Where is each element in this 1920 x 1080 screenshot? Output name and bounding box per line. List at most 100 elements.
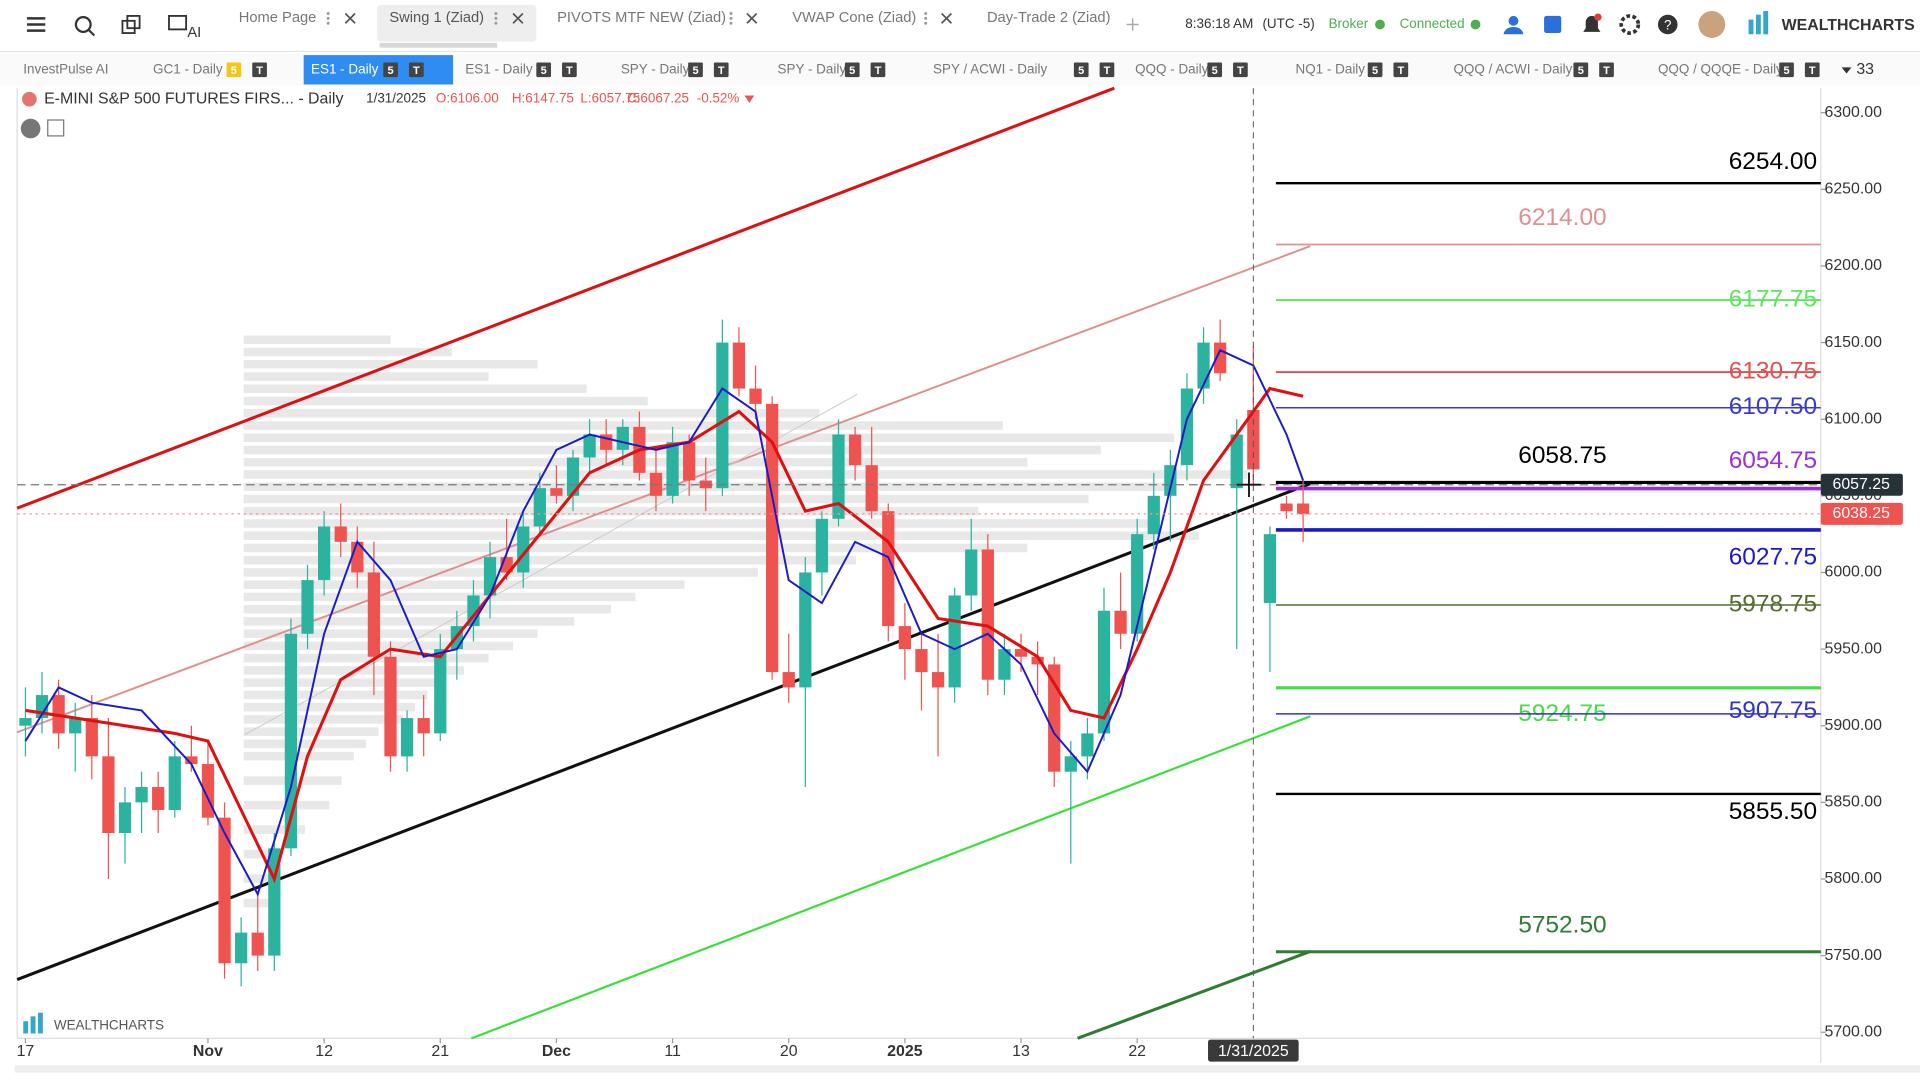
- candle-body[interactable]: [517, 526, 530, 573]
- channel-mid[interactable]: [16, 245, 1311, 734]
- tab-dots[interactable]: [326, 12, 928, 25]
- candle-body[interactable]: [384, 656, 397, 757]
- watchlist-item[interactable]: SPY / ACWI - Daily: [933, 61, 1047, 76]
- badge[interactable]: 5: [1573, 62, 1589, 78]
- tab-close[interactable]: [344, 12, 953, 24]
- candle-body[interactable]: [981, 549, 994, 680]
- tab[interactable]: Swing 1 (Ziad): [389, 10, 484, 26]
- candle-body[interactable]: [1230, 434, 1243, 489]
- candle-body[interactable]: [1097, 610, 1111, 734]
- candle-body[interactable]: [782, 672, 795, 688]
- badge[interactable]: 5: [226, 62, 242, 78]
- badge[interactable]: 5: [536, 62, 552, 78]
- faint-trendline[interactable]: [244, 393, 858, 736]
- candle-body[interactable]: [185, 756, 198, 765]
- candle-body[interactable]: [566, 457, 580, 496]
- watchlist-item[interactable]: QQQ / QQQE - Daily: [1658, 61, 1783, 76]
- candle-body[interactable]: [1180, 388, 1194, 466]
- search-icon[interactable]: [74, 16, 96, 37]
- badge[interactable]: T: [1393, 62, 1409, 78]
- candle-body[interactable]: [1280, 503, 1293, 512]
- candle-body[interactable]: [218, 817, 231, 964]
- candle-body[interactable]: [168, 756, 181, 811]
- candle-body[interactable]: [948, 595, 961, 688]
- save-icon[interactable]: [1544, 15, 1562, 34]
- candle-body[interactable]: [1263, 534, 1277, 604]
- add-tab[interactable]: [1126, 18, 1139, 31]
- candle-body[interactable]: [235, 932, 248, 964]
- candle-body[interactable]: [1048, 664, 1061, 772]
- users-icon[interactable]: [1503, 15, 1524, 35]
- candle-body[interactable]: [815, 518, 829, 573]
- candle-body[interactable]: [683, 442, 696, 481]
- channel-bottom[interactable]: [471, 715, 1311, 1040]
- candle-body[interactable]: [716, 342, 729, 489]
- badge[interactable]: T: [562, 62, 577, 78]
- tab[interactable]: Home Page: [239, 10, 317, 26]
- layouts-icon[interactable]: [121, 15, 141, 34]
- watchlist-item[interactable]: InvestPulse AI: [23, 61, 108, 76]
- candle-body[interactable]: [832, 434, 845, 519]
- candle-body[interactable]: [865, 465, 878, 512]
- watchlist-item[interactable]: GC1 - Daily: [153, 61, 223, 76]
- candle-body[interactable]: [69, 718, 82, 734]
- candle-body[interactable]: [848, 434, 862, 466]
- broker-status[interactable]: Broker: [1329, 16, 1369, 31]
- badge[interactable]: T: [1599, 62, 1614, 78]
- candle-body[interactable]: [666, 442, 679, 496]
- candle-body[interactable]: [1081, 733, 1094, 757]
- watchlist-item[interactable]: ES1 - Daily: [311, 61, 379, 76]
- badge[interactable]: T: [408, 62, 424, 78]
- channel-support[interactable]: [16, 482, 1311, 982]
- candle-body[interactable]: [434, 649, 447, 734]
- candle-body[interactable]: [616, 426, 629, 450]
- watchlist-dropdown[interactable]: [1841, 67, 1852, 74]
- candle-body[interactable]: [317, 526, 331, 581]
- ai-icon[interactable]: AI: [168, 15, 201, 41]
- tab[interactable]: VWAP Cone (Ziad): [792, 10, 916, 26]
- badge[interactable]: T: [252, 62, 267, 78]
- candle-body[interactable]: [1114, 610, 1127, 634]
- candle-body[interactable]: [965, 549, 978, 596]
- watchlist-item[interactable]: NQ1 - Daily: [1296, 61, 1366, 76]
- candle-body[interactable]: [1197, 342, 1210, 389]
- candle-body[interactable]: [367, 572, 381, 657]
- badge[interactable]: 5: [1073, 62, 1089, 78]
- badge[interactable]: T: [870, 62, 886, 78]
- candle-body[interactable]: [766, 403, 779, 673]
- watchlist-item[interactable]: QQQ / ACWI - Daily: [1453, 61, 1572, 76]
- watchlist-item[interactable]: QQQ - Daily: [1135, 61, 1209, 76]
- channel-lower[interactable]: [1077, 949, 1311, 1040]
- candle-body[interactable]: [1131, 534, 1144, 634]
- channel-top[interactable]: [16, 86, 1115, 510]
- badge[interactable]: 5: [844, 62, 860, 78]
- badge[interactable]: T: [1233, 62, 1248, 78]
- settings-icon[interactable]: [1619, 14, 1641, 35]
- scrollbar[interactable]: [14, 1065, 1920, 1073]
- candle-body[interactable]: [135, 787, 148, 803]
- tab[interactable]: PIVOTS MTF NEW (Ziad): [557, 10, 726, 26]
- help-icon[interactable]: [1657, 14, 1678, 35]
- tab[interactable]: Day-Trade 2 (Ziad): [987, 10, 1111, 26]
- candle-body[interactable]: [1031, 656, 1044, 665]
- candle-body[interactable]: [1014, 649, 1028, 657]
- candle-body[interactable]: [583, 434, 596, 458]
- watchlist-item[interactable]: SPY - Daily: [778, 61, 847, 76]
- candle-body[interactable]: [1147, 495, 1160, 535]
- candle-body[interactable]: [732, 342, 746, 389]
- badge[interactable]: T: [1099, 62, 1115, 78]
- candle-body[interactable]: [998, 649, 1011, 680]
- candle-body[interactable]: [152, 787, 165, 811]
- candle-body[interactable]: [550, 488, 563, 496]
- expand-button[interactable]: [47, 119, 65, 137]
- badge[interactable]: 5: [1367, 62, 1383, 78]
- candle-body[interactable]: [1296, 503, 1310, 515]
- candle-body[interactable]: [400, 718, 414, 757]
- badge[interactable]: T: [1804, 62, 1820, 78]
- candle-body[interactable]: [1214, 342, 1227, 374]
- candle-body[interactable]: [1064, 756, 1077, 772]
- badge[interactable]: 5: [383, 62, 398, 78]
- candle-body[interactable]: [102, 756, 115, 834]
- candle-body[interactable]: [898, 626, 911, 650]
- badge[interactable]: 5: [1779, 62, 1794, 78]
